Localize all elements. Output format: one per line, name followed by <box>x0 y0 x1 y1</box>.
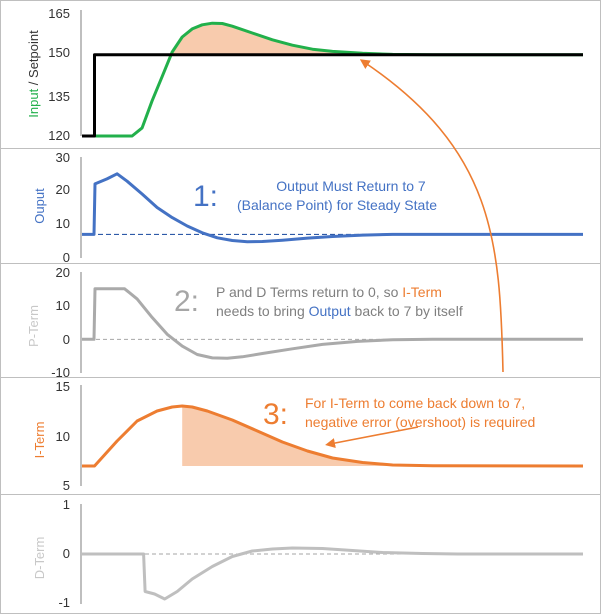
annotation-2-line2: needs to bring Output back to 7 by itsel… <box>216 303 463 319</box>
annotation-2-text: back to 7 by itself <box>351 303 463 319</box>
panel-input-setpoint: 165 150 135 120 Input / Setpoint <box>0 0 601 149</box>
y-axis-label: D-Term <box>32 537 47 580</box>
tick-label: 15 <box>56 379 70 394</box>
panel-d-term: 1 0 -1 D-Term <box>0 494 601 614</box>
p-term-line <box>82 287 583 360</box>
y-label-sep: / <box>26 78 41 89</box>
tick-label: 10 <box>56 429 70 444</box>
y-label-input: Input <box>26 88 41 117</box>
annotation-1-number: 1: <box>193 180 218 213</box>
tick-label: -10 <box>51 365 70 380</box>
annotation-1-line1: Output Must Return to 7 <box>276 178 426 194</box>
panel-i-term: 15 10 5 I-Term 3: For I-Term to come bac… <box>0 377 601 495</box>
tick-label: 135 <box>48 89 70 104</box>
i-term-fill <box>182 406 583 466</box>
tick-label: 20 <box>56 265 70 280</box>
annotation-2-number: 2: <box>174 285 199 318</box>
tick-label: 10 <box>56 216 70 231</box>
tick-label: 0 <box>63 250 70 265</box>
y-axis-label: Input / Setpoint <box>26 30 41 118</box>
tick-label: 165 <box>48 6 70 21</box>
annotation-3-line1: For I-Term to come back down to 7, <box>305 395 525 411</box>
tick-label: -1 <box>58 595 70 610</box>
annotation-2-output: Output <box>309 303 351 319</box>
panel-p-term: 20 10 0 -10 P-Term 2: P and D Terms retu… <box>0 263 601 380</box>
y-axis-label: P-Term <box>26 305 41 347</box>
y-axis-label: Ouput <box>32 188 47 224</box>
tick-label: 120 <box>48 128 70 143</box>
connector-arrow <box>325 426 419 448</box>
setpoint-line <box>82 53 583 138</box>
tick-label: 5 <box>63 478 70 493</box>
i-term-line <box>82 404 584 468</box>
annotation-2-text: needs to bring <box>216 303 309 319</box>
panel-output: 30 20 10 0 Ouput 1: Output Must Return t… <box>0 148 601 265</box>
annotation-3-line2: negative error (overshoot) is required <box>305 414 535 430</box>
panel-border <box>0 263 601 378</box>
y-label-setpoint: Setpoint <box>26 30 41 78</box>
tick-label: 20 <box>56 182 70 197</box>
tick-label: 1 <box>63 497 70 512</box>
y-axis-label: I-Term <box>32 422 47 459</box>
tick-label: 0 <box>63 546 70 561</box>
tick-label: 150 <box>48 45 70 60</box>
overshoot-fill <box>171 23 432 55</box>
d-term-line <box>82 546 583 601</box>
annotation-2-iterm: I-Term <box>402 284 442 300</box>
panel-border <box>0 148 601 264</box>
input-line <box>82 21 583 138</box>
annotation-2-line1: P and D Terms return to 0, so I-Term <box>216 284 442 300</box>
annotation-2-text: P and D Terms return to 0, so <box>216 284 402 300</box>
panel-border <box>0 0 601 149</box>
tick-label: 0 <box>63 332 70 347</box>
annotation-1-line2: (Balance Point) for Steady State <box>237 197 437 213</box>
tick-label: 10 <box>56 298 70 313</box>
connector-arrow <box>359 59 504 373</box>
output-line <box>82 172 583 244</box>
tick-label: 30 <box>56 150 70 165</box>
annotation-3-number: 3: <box>263 398 288 431</box>
panel-border <box>0 377 601 495</box>
